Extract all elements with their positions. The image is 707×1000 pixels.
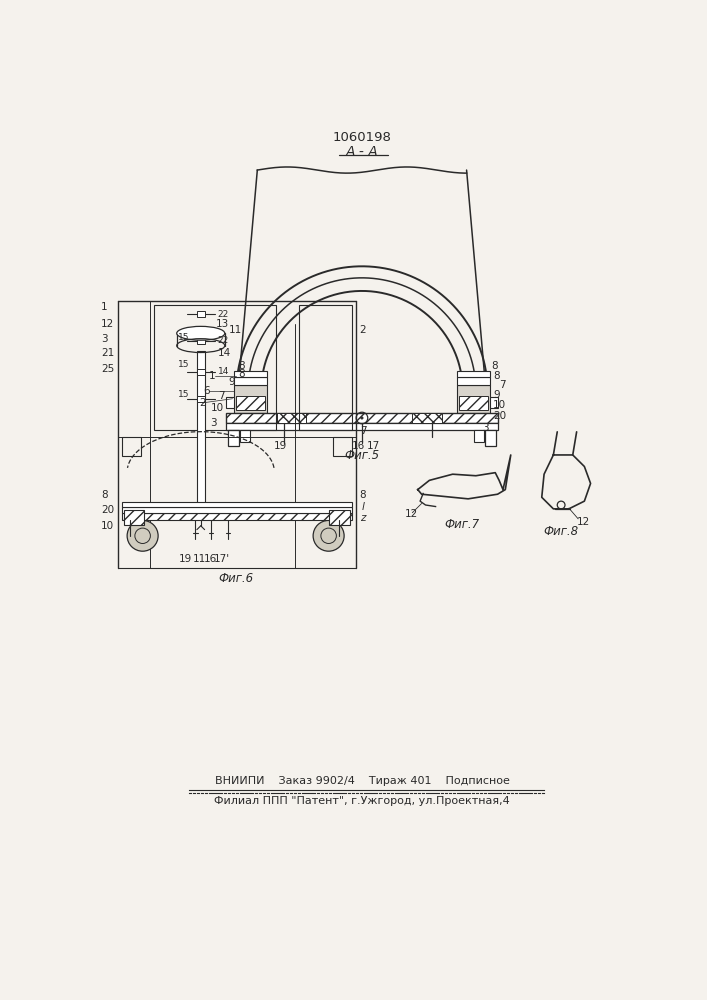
Text: 13: 13 bbox=[216, 319, 230, 329]
Text: 17: 17 bbox=[367, 441, 380, 451]
Text: z: z bbox=[360, 513, 365, 523]
Ellipse shape bbox=[177, 326, 225, 340]
Text: 3: 3 bbox=[482, 423, 489, 433]
Text: 7: 7 bbox=[499, 380, 506, 390]
Text: 25: 25 bbox=[101, 364, 114, 374]
Text: 8: 8 bbox=[491, 361, 498, 371]
Bar bbox=[197, 338, 204, 344]
Bar bbox=[124, 510, 144, 525]
Text: 14: 14 bbox=[218, 348, 231, 358]
Text: 15: 15 bbox=[177, 333, 189, 342]
Bar bbox=[234, 371, 267, 377]
Text: 2: 2 bbox=[360, 325, 366, 335]
Bar bbox=[234, 385, 267, 413]
Circle shape bbox=[313, 520, 344, 551]
Bar bbox=[226, 413, 498, 423]
Bar bbox=[234, 377, 267, 385]
Text: 12: 12 bbox=[577, 517, 590, 527]
Bar bbox=[228, 430, 239, 446]
Text: 8: 8 bbox=[360, 490, 366, 500]
Bar bbox=[299, 305, 352, 430]
Text: 17': 17' bbox=[214, 554, 230, 564]
Bar bbox=[457, 385, 490, 413]
Text: 19: 19 bbox=[274, 441, 287, 451]
Text: Фиг.7: Фиг.7 bbox=[445, 518, 479, 531]
Circle shape bbox=[127, 520, 158, 551]
Text: 1: 1 bbox=[101, 302, 107, 312]
Text: 15: 15 bbox=[177, 390, 189, 399]
Text: 16: 16 bbox=[351, 441, 365, 451]
Bar bbox=[276, 413, 306, 423]
Text: 20: 20 bbox=[493, 411, 506, 421]
Text: Фиг.8: Фиг.8 bbox=[544, 525, 579, 538]
Text: 11: 11 bbox=[192, 554, 206, 564]
Bar bbox=[332, 437, 352, 456]
Text: ВНИИПИ    Заказ 9902/4    Тираж 401    Подписное: ВНИИПИ Заказ 9902/4 Тираж 401 Подписное bbox=[214, 776, 509, 786]
Text: 12: 12 bbox=[101, 319, 114, 329]
Text: 20: 20 bbox=[101, 505, 114, 515]
Bar bbox=[122, 513, 352, 520]
Text: A - A: A - A bbox=[346, 145, 378, 159]
Text: 8: 8 bbox=[239, 361, 245, 371]
Text: 22: 22 bbox=[218, 336, 229, 345]
Bar bbox=[240, 430, 250, 442]
Text: 9: 9 bbox=[228, 377, 235, 387]
Text: 6: 6 bbox=[203, 386, 210, 396]
Bar bbox=[412, 413, 442, 423]
Bar bbox=[122, 507, 352, 513]
Text: Фиг.5: Фиг.5 bbox=[344, 449, 380, 462]
Text: Фиг.6: Фиг.6 bbox=[219, 572, 254, 585]
Text: 21: 21 bbox=[101, 348, 114, 358]
Text: 15: 15 bbox=[177, 360, 189, 369]
Text: 9: 9 bbox=[493, 390, 500, 400]
Bar bbox=[197, 311, 204, 317]
Bar bbox=[226, 423, 498, 430]
Text: 2: 2 bbox=[199, 398, 206, 408]
Bar bbox=[197, 396, 204, 402]
Text: 3: 3 bbox=[210, 418, 216, 428]
Bar bbox=[490, 397, 498, 408]
Bar bbox=[154, 305, 276, 430]
Bar bbox=[474, 430, 484, 442]
Bar bbox=[457, 371, 490, 377]
Text: 14: 14 bbox=[218, 367, 229, 376]
Text: 10: 10 bbox=[211, 403, 224, 413]
Text: 8: 8 bbox=[493, 371, 500, 381]
Bar bbox=[197, 351, 204, 507]
Text: 8: 8 bbox=[238, 369, 245, 379]
Bar bbox=[226, 397, 234, 408]
Bar bbox=[329, 510, 349, 525]
Text: l: l bbox=[362, 502, 365, 512]
Text: 1: 1 bbox=[209, 371, 216, 381]
Bar bbox=[235, 396, 265, 410]
Bar bbox=[485, 430, 496, 446]
Text: 10: 10 bbox=[493, 400, 506, 410]
Text: 12: 12 bbox=[404, 509, 418, 519]
Circle shape bbox=[361, 417, 363, 419]
Text: Филиал ППП "Патент", г.Ужгород, ул.Проектная,4: Филиал ППП "Патент", г.Ужгород, ул.Проек… bbox=[214, 796, 510, 806]
Bar bbox=[122, 437, 141, 456]
Text: 1060198: 1060198 bbox=[332, 131, 392, 144]
Text: 19: 19 bbox=[179, 554, 192, 564]
Bar bbox=[122, 502, 352, 507]
Bar bbox=[457, 377, 490, 385]
Text: 16: 16 bbox=[204, 554, 218, 564]
Text: 7: 7 bbox=[218, 391, 226, 401]
Text: 8: 8 bbox=[101, 490, 107, 500]
Text: 3: 3 bbox=[101, 334, 107, 344]
Text: 10: 10 bbox=[101, 521, 114, 531]
Text: 7: 7 bbox=[360, 426, 366, 436]
Bar bbox=[459, 396, 489, 410]
Text: 11: 11 bbox=[228, 325, 242, 335]
Text: 22: 22 bbox=[218, 310, 229, 319]
Bar bbox=[197, 369, 204, 375]
